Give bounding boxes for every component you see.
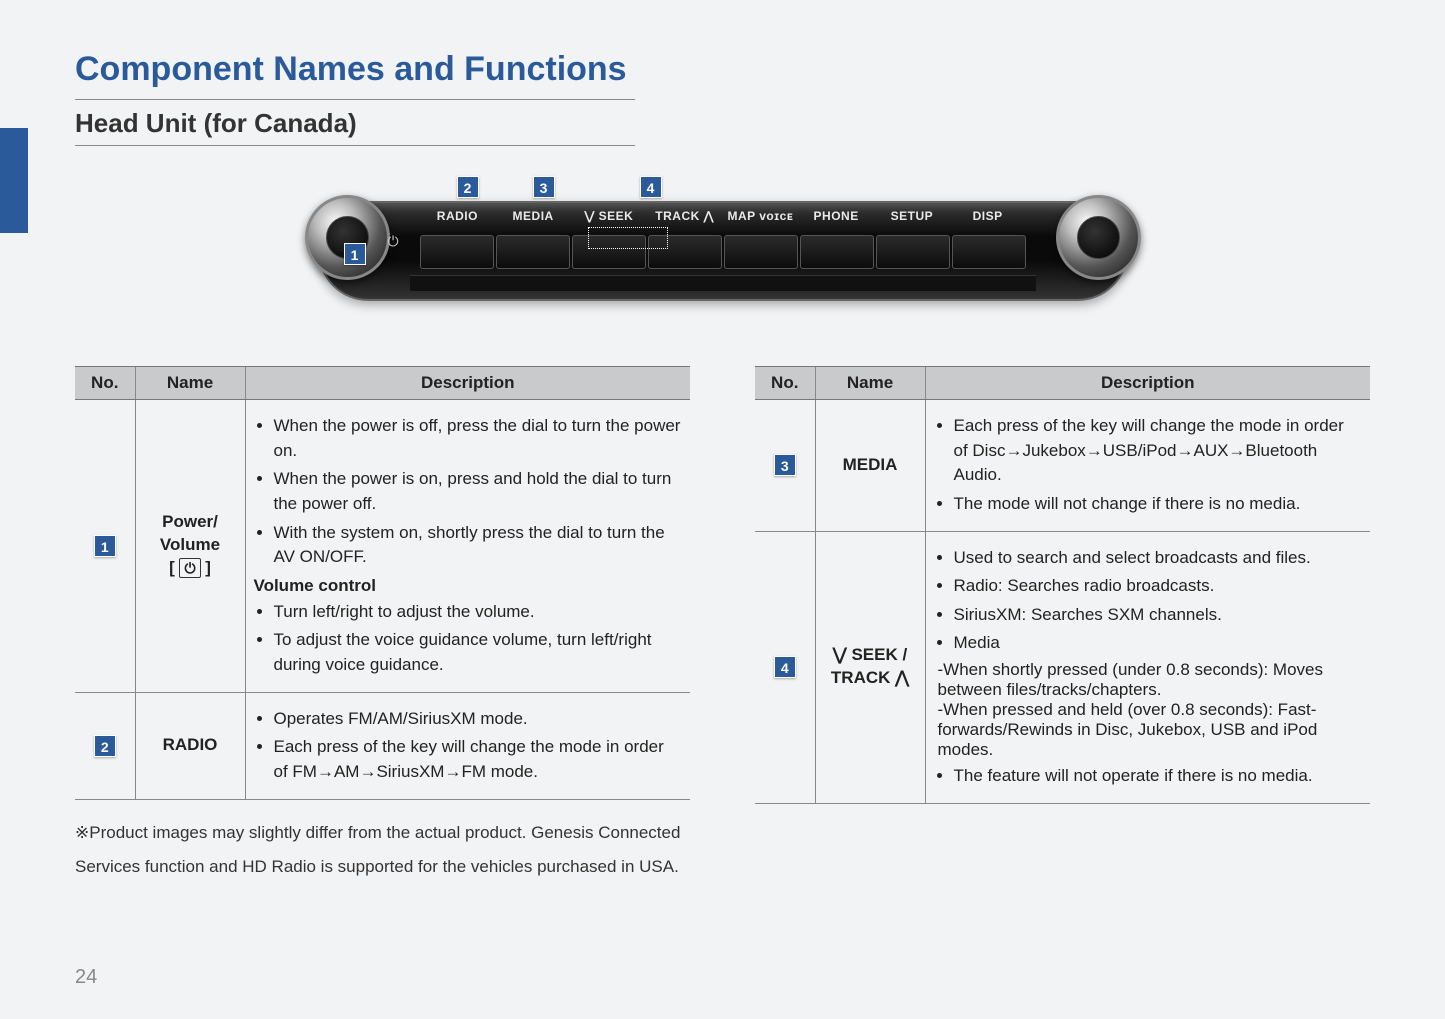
description-item: Each press of the key will change the mo… [274, 735, 683, 784]
diagram-callout-2: 2 [457, 176, 479, 198]
footnote-text: ※Product images may slightly differ from… [75, 816, 690, 884]
headunit-lower-strip [410, 275, 1036, 291]
table-header-row: No. Name Description [75, 367, 690, 400]
power-icon: ⏻ [179, 558, 200, 578]
page-title: Component Names and Functions [75, 50, 1370, 89]
col-desc: Description [245, 367, 690, 400]
row-name-label: Power/Volume[ ⏻ ] [144, 511, 237, 580]
description-list: Operates FM/AM/SiriusXM mode. Each press … [254, 707, 683, 785]
description-item: Operates FM/AM/SiriusXM mode. [274, 707, 683, 732]
section-subtitle: Head Unit (for Canada) [75, 108, 635, 146]
description-list: Each press of the key will change the mo… [934, 414, 1363, 517]
row-description-cell: When the power is off, press the dial to… [245, 400, 690, 693]
description-item: Radio: Searches radio broadcasts. [954, 574, 1363, 599]
page-number: 24 [75, 966, 97, 989]
headunit-button [800, 235, 874, 269]
col-no: No. [755, 367, 815, 400]
component-table-left: No. Name Description 1 Power/Volume[ ⏻ ] W… [75, 366, 690, 800]
row-name-cell: ⋁ SEEK /TRACK ⋀ [815, 531, 925, 803]
description-item: Used to search and select broadcasts and… [954, 546, 1363, 571]
description-item: Media [954, 631, 1363, 656]
description-subhead: Volume control [254, 576, 683, 596]
component-table-right: No. Name Description 3 MEDIA Each press of… [755, 366, 1370, 804]
headunit-button [420, 235, 494, 269]
row-number-cell: 2 [75, 692, 135, 799]
description-list: Used to search and select broadcasts and… [934, 546, 1363, 657]
description-list: When the power is off, press the dial to… [254, 414, 683, 570]
headunit-button [952, 235, 1026, 269]
headunit-label: SETUP [874, 209, 950, 231]
col-name: Name [135, 367, 245, 400]
headunit-button [496, 235, 570, 269]
table-row: 3 MEDIA Each press of the key will change … [755, 400, 1370, 532]
right-knob [1056, 195, 1141, 280]
description-subline: -When shortly pressed (under 0.8 seconds… [938, 660, 1363, 700]
headunit-button [724, 235, 798, 269]
row-name-cell: RADIO [135, 692, 245, 799]
right-column: No. Name Description 3 MEDIA Each press of… [755, 366, 1370, 884]
diagram-callout-4: 4 [640, 176, 662, 198]
power-icon-bracket: [ ⏻ ] [169, 558, 211, 577]
row-number-cell: 1 [75, 400, 135, 693]
description-item: With the system on, shortly press the di… [274, 521, 683, 570]
col-name: Name [815, 367, 925, 400]
diagram-callout-1: 1 [344, 243, 366, 265]
description-item: The feature will not operate if there is… [954, 764, 1363, 789]
description-item: When the power is on, press and hold the… [274, 467, 683, 516]
row-number-badge: 2 [94, 735, 116, 757]
row-number-cell: 3 [755, 400, 815, 532]
row-number-badge: 4 [774, 656, 796, 678]
description-item: The mode will not change if there is no … [954, 492, 1363, 517]
row-name-label: ⋁ SEEK /TRACK ⋀ [824, 644, 917, 690]
row-name-label: MEDIA [824, 454, 917, 477]
description-item: Each press of the key will change the mo… [954, 414, 1363, 488]
row-description-cell: Each press of the key will change the mo… [925, 400, 1370, 532]
description-item: When the power is off, press the dial to… [274, 414, 683, 463]
row-name-cell: MEDIA [815, 400, 925, 532]
callout-dotted-box [588, 227, 668, 249]
table-row: 4 ⋁ SEEK /TRACK ⋀ Used to search and selec… [755, 531, 1370, 803]
row-number-cell: 4 [755, 531, 815, 803]
row-description-cell: Used to search and select broadcasts and… [925, 531, 1370, 803]
row-name-label: RADIO [144, 734, 237, 757]
power-volume-knob [305, 195, 390, 280]
section-color-tab [0, 128, 28, 233]
row-description-cell: Operates FM/AM/SiriusXM mode. Each press … [245, 692, 690, 799]
row-number-badge: 1 [94, 535, 116, 557]
headunit-label: RADIO [420, 209, 496, 231]
page-content: Component Names and Functions Head Unit … [75, 50, 1370, 884]
col-desc: Description [925, 367, 1370, 400]
headunit-label: MEDIA [495, 209, 571, 231]
description-list: The feature will not operate if there is… [934, 764, 1363, 789]
col-no: No. [75, 367, 135, 400]
description-item: Turn left/right to adjust the volume. [274, 600, 683, 625]
row-name-cell: Power/Volume[ ⏻ ] [135, 400, 245, 693]
table-row: 1 Power/Volume[ ⏻ ] When the power is off,… [75, 400, 690, 693]
headunit-label: MAP ᴠᴏɪᴄᴇ [723, 209, 799, 231]
power-icon: ⏻ [388, 233, 399, 250]
tables-columns: No. Name Description 1 Power/Volume[ ⏻ ] W… [75, 366, 1370, 884]
table-row: 2 RADIO Operates FM/AM/SiriusXM mode. Each … [75, 692, 690, 799]
left-column: No. Name Description 1 Power/Volume[ ⏻ ] W… [75, 366, 690, 884]
diagram-callout-3: 3 [533, 176, 555, 198]
description-subline: -When pressed and held (over 0.8 seconds… [938, 700, 1363, 760]
headunit-body: ⏻ RADIOMEDIA⋁ SEEKTRACK ⋀MAP ᴠᴏɪᴄᴇPHONES… [318, 201, 1128, 301]
headunit-button-row [420, 235, 1026, 269]
headunit-button [876, 235, 950, 269]
headunit-label: DISP [950, 209, 1026, 231]
headunit-label-row: RADIOMEDIA⋁ SEEKTRACK ⋀MAP ᴠᴏɪᴄᴇPHONESET… [420, 209, 1026, 231]
section-header-wrap: Head Unit (for Canada) [75, 99, 635, 146]
description-list: Turn left/right to adjust the volume. To … [254, 600, 683, 678]
row-number-badge: 3 [774, 454, 796, 476]
description-item: SiriusXM: Searches SXM channels. [954, 603, 1363, 628]
description-item: To adjust the voice guidance volume, tur… [274, 628, 683, 677]
headunit-label: PHONE [798, 209, 874, 231]
table-header-row: No. Name Description [755, 367, 1370, 400]
headunit-diagram: ⏻ RADIOMEDIA⋁ SEEKTRACK ⋀MAP ᴠᴏɪᴄᴇPHONES… [318, 176, 1128, 326]
